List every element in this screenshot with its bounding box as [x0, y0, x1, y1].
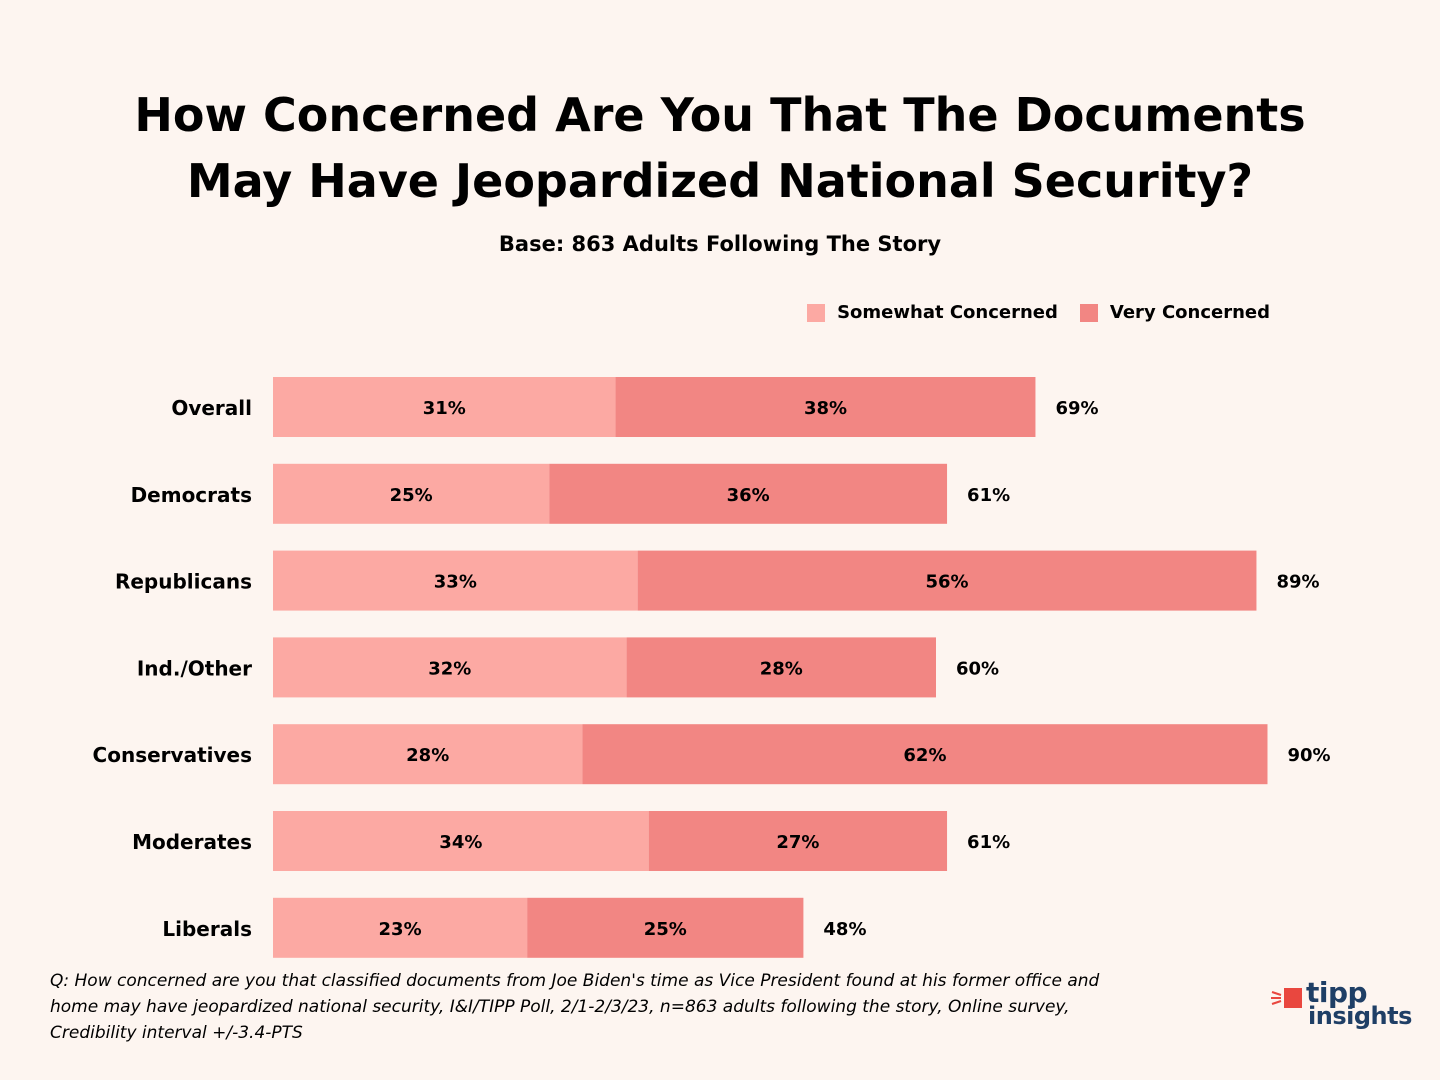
legend-item-somewhat: Somewhat Concerned: [807, 302, 1058, 323]
chart-subtitle: Base: 863 Adults Following The Story: [498, 232, 942, 256]
category-label-liberals: Liberals: [162, 917, 252, 941]
data-label-moderates-very: 27%: [776, 832, 819, 853]
footnote-line3: Credibility interval +/-3.4-PTS: [50, 1023, 303, 1043]
data-label-moderates-somewhat: 34%: [439, 832, 482, 853]
footnote: Q: How concerned are you that classified…: [50, 968, 1270, 1046]
logo-mark-icon: [1271, 988, 1302, 1008]
total-label-moderates: 61%: [967, 832, 1010, 853]
legend-item-very: Very Concerned: [1079, 302, 1270, 323]
chart-title-line1: How Concerned Are You That The Documents: [134, 88, 1306, 142]
bar-conservatives-very: [582, 724, 1268, 785]
data-label-liberals-somewhat: 23%: [379, 919, 422, 940]
legend-label-very: Very Concerned: [1109, 302, 1270, 323]
data-label-conservatives-very: 62%: [903, 745, 946, 766]
bar-conservatives-somewhat: [273, 724, 583, 785]
total-label-overall: 69%: [1055, 398, 1098, 419]
data-label-ind-other-somewhat: 32%: [428, 658, 471, 679]
total-label-conservatives: 90%: [1288, 745, 1331, 766]
category-label-moderates: Moderates: [132, 830, 252, 854]
total-label-republicans: 89%: [1276, 572, 1319, 593]
logo-text-insights: insights: [1308, 1002, 1412, 1030]
category-label-ind-other: Ind./Other: [137, 656, 252, 680]
tipp-insights-logo: tipp insights: [1270, 976, 1420, 1040]
logo-text-tipp: tipp: [1306, 976, 1368, 1009]
data-label-democrats-very: 36%: [727, 485, 770, 506]
chart-title: How Concerned Are You That The Documents…: [0, 82, 1440, 214]
data-label-ind-other-very: 28%: [760, 658, 803, 679]
data-label-democrats-somewhat: 25%: [390, 485, 433, 506]
total-label-democrats: 61%: [967, 485, 1010, 506]
bar-democrats-very: [549, 463, 948, 524]
bar-ind-other-very: [626, 637, 936, 698]
chart-title-line2: May Have Jeopardized National Security?: [186, 154, 1254, 208]
bar-republicans-very: [637, 550, 1257, 611]
data-label-overall-very: 38%: [804, 398, 847, 419]
category-label-democrats: Democrats: [131, 483, 252, 507]
legend-swatch-somewhat: [807, 303, 826, 322]
bar-overall-very: [615, 377, 1036, 437]
legend: Somewhat Concerned Very Concerned: [807, 302, 1270, 323]
bar-overall-somewhat: [273, 377, 616, 437]
data-label-liberals-very: 25%: [644, 919, 687, 940]
total-label-ind-other: 60%: [956, 658, 999, 679]
legend-label-somewhat: Somewhat Concerned: [837, 302, 1058, 323]
category-label-republicans: Republicans: [115, 570, 252, 594]
footnote-line1: Q: How concerned are you that classified…: [50, 971, 1100, 991]
data-label-republicans-very: 56%: [926, 572, 969, 593]
total-label-liberals: 48%: [823, 919, 866, 940]
category-label-conservatives: Conservatives: [93, 743, 252, 767]
bar-moderates-very: [648, 811, 948, 871]
category-label-overall: Overall: [171, 396, 252, 420]
footnote-line2: home may have jeopardized national secur…: [50, 997, 1070, 1017]
bar-democrats-somewhat: [273, 463, 550, 524]
bar-republicans-somewhat: [273, 550, 638, 611]
data-label-republicans-somewhat: 33%: [434, 572, 477, 593]
legend-swatch-very: [1079, 303, 1098, 322]
bar-liberals-somewhat: [273, 897, 528, 958]
bar-liberals-very: [527, 897, 804, 958]
bar-moderates-somewhat: [273, 811, 649, 871]
bar-ind-other-somewhat: [273, 637, 627, 698]
data-label-conservatives-somewhat: 28%: [406, 745, 449, 766]
data-label-overall-somewhat: 31%: [423, 398, 466, 419]
